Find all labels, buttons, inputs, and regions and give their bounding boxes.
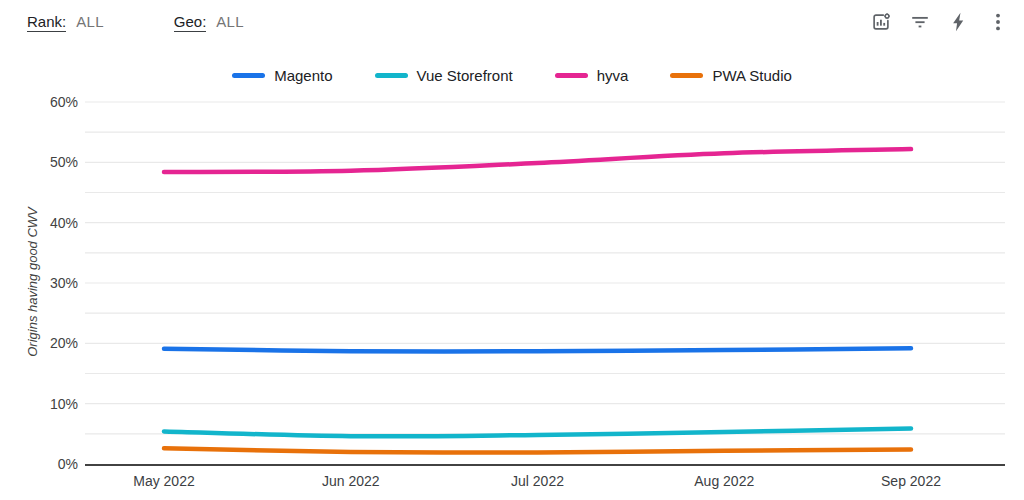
- report-header: Rank: ALL Geo: ALL: [0, 0, 1024, 38]
- legend-label: Vue Storefront: [417, 67, 513, 84]
- filter-bar: Rank: ALL Geo: ALL: [27, 13, 244, 32]
- legend-swatch: [670, 73, 703, 78]
- y-tick-label: 40%: [50, 215, 78, 231]
- geo-filter-label: Geo:: [174, 13, 207, 32]
- legend-item-vue-storefront[interactable]: Vue Storefront: [375, 67, 513, 84]
- cwv-line-chart: 0% 10% 20% 30% 40% 50% 60% May 2022 Jun 2022 Jul …: [0, 90, 1024, 500]
- x-tick-label: Aug 2022: [694, 473, 754, 489]
- more-options-icon[interactable]: [986, 10, 1010, 34]
- y-tick-label: 10%: [50, 396, 78, 412]
- y-tick-label: 20%: [50, 335, 78, 351]
- geo-filter-value[interactable]: ALL: [216, 13, 244, 30]
- chart-toolbar: [869, 10, 1010, 34]
- rank-filter-control[interactable]: Rank: ALL: [27, 13, 104, 32]
- filter-icon[interactable]: [908, 10, 932, 34]
- geo-filter-control[interactable]: Geo: ALL: [174, 13, 244, 32]
- x-tick-label: Jul 2022: [511, 473, 564, 489]
- legend-swatch: [555, 73, 588, 78]
- chart-legend: Magento Vue Storefront hyva PWA Studio: [0, 61, 1024, 89]
- lightning-icon[interactable]: [947, 10, 971, 34]
- legend-label: PWA Studio: [712, 67, 791, 84]
- chart-options-icon[interactable]: [869, 10, 893, 34]
- x-tick-label: May 2022: [133, 473, 195, 489]
- legend-item-magento[interactable]: Magento: [232, 67, 332, 84]
- x-tick-label: Jun 2022: [322, 473, 380, 489]
- y-tick-label: 30%: [50, 275, 78, 291]
- x-tick-label: Sep 2022: [881, 473, 941, 489]
- legend-item-pwa-studio[interactable]: PWA Studio: [670, 67, 791, 84]
- series-line-pwa-studio[interactable]: [164, 448, 911, 452]
- series-line-magento[interactable]: [164, 348, 911, 351]
- legend-swatch: [232, 73, 265, 78]
- y-axis-title: Origins having good CWV: [25, 206, 40, 357]
- series-line-vue-storefront[interactable]: [164, 428, 911, 436]
- rank-filter-value[interactable]: ALL: [76, 13, 104, 30]
- legend-label: Magento: [274, 67, 332, 84]
- y-tick-label: 0%: [58, 456, 78, 472]
- y-tick-label: 60%: [50, 94, 78, 110]
- series-line-hyva[interactable]: [164, 149, 911, 172]
- legend-item-hyva[interactable]: hyva: [555, 67, 629, 84]
- y-tick-label: 50%: [50, 154, 78, 170]
- rank-filter-label: Rank:: [27, 13, 66, 32]
- legend-swatch: [375, 73, 408, 78]
- legend-label: hyva: [597, 67, 629, 84]
